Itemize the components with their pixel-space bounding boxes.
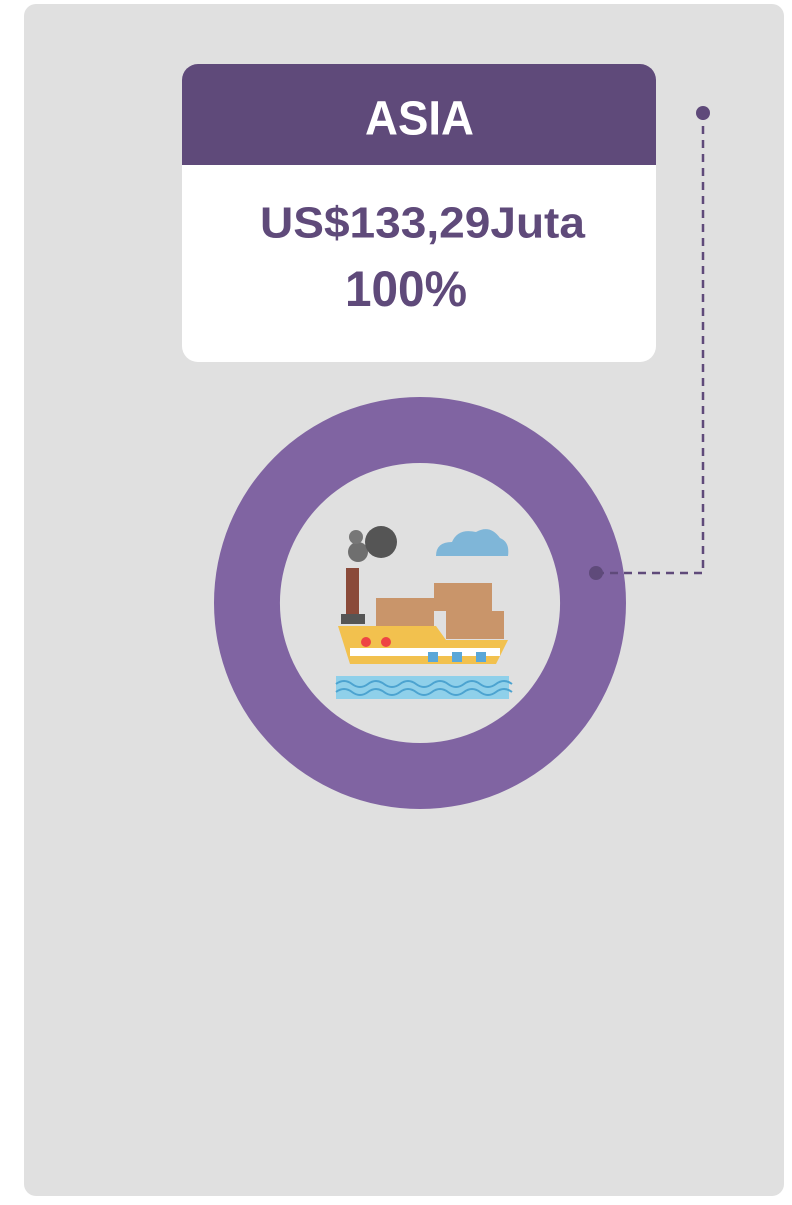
category-label: ASIA (365, 93, 474, 146)
page: ASIA US$133,29Juta 100% (() => { const d… (0, 0, 792, 1200)
leader-dot (589, 566, 603, 580)
chart: ASIA US$133,29Juta 100% (0, 0, 792, 1200)
value-label: 100% (345, 261, 467, 317)
amount-label: US$133,29Juta (260, 199, 586, 248)
leader-dot (696, 106, 710, 120)
